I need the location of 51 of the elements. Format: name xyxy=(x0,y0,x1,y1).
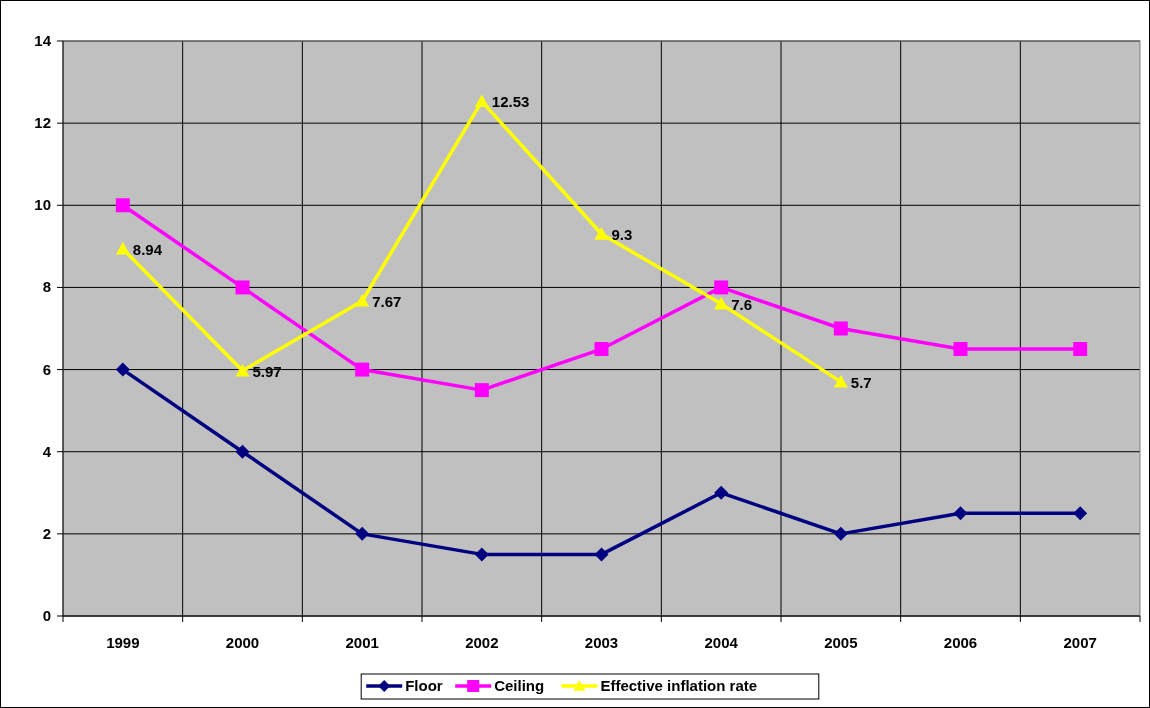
data-label: 5.7 xyxy=(850,373,872,391)
y-tick-label: 0 xyxy=(42,607,51,624)
point xyxy=(235,444,250,459)
point xyxy=(833,374,848,388)
point xyxy=(594,547,609,562)
x-tick-label: 2005 xyxy=(824,634,858,651)
legend-label: Ceiling xyxy=(494,677,545,694)
point xyxy=(833,321,848,336)
point xyxy=(355,526,370,541)
point xyxy=(235,280,250,295)
y-tick-label: 2 xyxy=(42,524,51,542)
point xyxy=(115,362,130,377)
point xyxy=(474,94,489,107)
point xyxy=(594,342,609,357)
data-label: 7.6 xyxy=(731,295,753,313)
point xyxy=(355,362,370,377)
data-label: 12.53 xyxy=(491,93,530,111)
point xyxy=(235,363,250,377)
y-tick-label: 8 xyxy=(42,278,51,296)
x-tick-label: 2006 xyxy=(943,634,978,651)
point xyxy=(115,198,130,213)
point xyxy=(474,547,489,562)
data-label: 8.94 xyxy=(132,240,163,258)
y-tick-label: 12 xyxy=(34,114,51,132)
y-tick-label: 14 xyxy=(34,32,52,49)
point xyxy=(833,526,848,541)
x-tick-label: 2000 xyxy=(225,634,260,651)
point xyxy=(115,241,130,255)
point xyxy=(953,342,968,357)
x-tick-label: 2004 xyxy=(704,634,739,651)
x-tick-label: 1999 xyxy=(106,634,140,651)
y-tick-label: 10 xyxy=(34,196,51,214)
legend-label: Effective inflation rate xyxy=(600,677,758,694)
point xyxy=(714,296,729,310)
x-tick-label: 2002 xyxy=(465,634,499,651)
y-tick-label: 6 xyxy=(42,360,51,378)
point xyxy=(1073,342,1088,357)
point xyxy=(953,506,968,521)
x-tick-label: 2007 xyxy=(1063,634,1097,651)
point xyxy=(714,280,729,295)
point xyxy=(474,383,489,398)
x-tick-label: 2003 xyxy=(584,634,619,651)
point xyxy=(1073,506,1088,521)
data-label: 7.67 xyxy=(372,292,402,310)
point xyxy=(355,293,370,307)
x-tick-label: 2001 xyxy=(345,634,379,651)
point xyxy=(714,485,729,500)
data-label: 9.3 xyxy=(611,226,633,244)
y-tick-label: 4 xyxy=(42,442,52,460)
legend-label: Floor xyxy=(405,677,443,694)
point xyxy=(594,227,609,240)
